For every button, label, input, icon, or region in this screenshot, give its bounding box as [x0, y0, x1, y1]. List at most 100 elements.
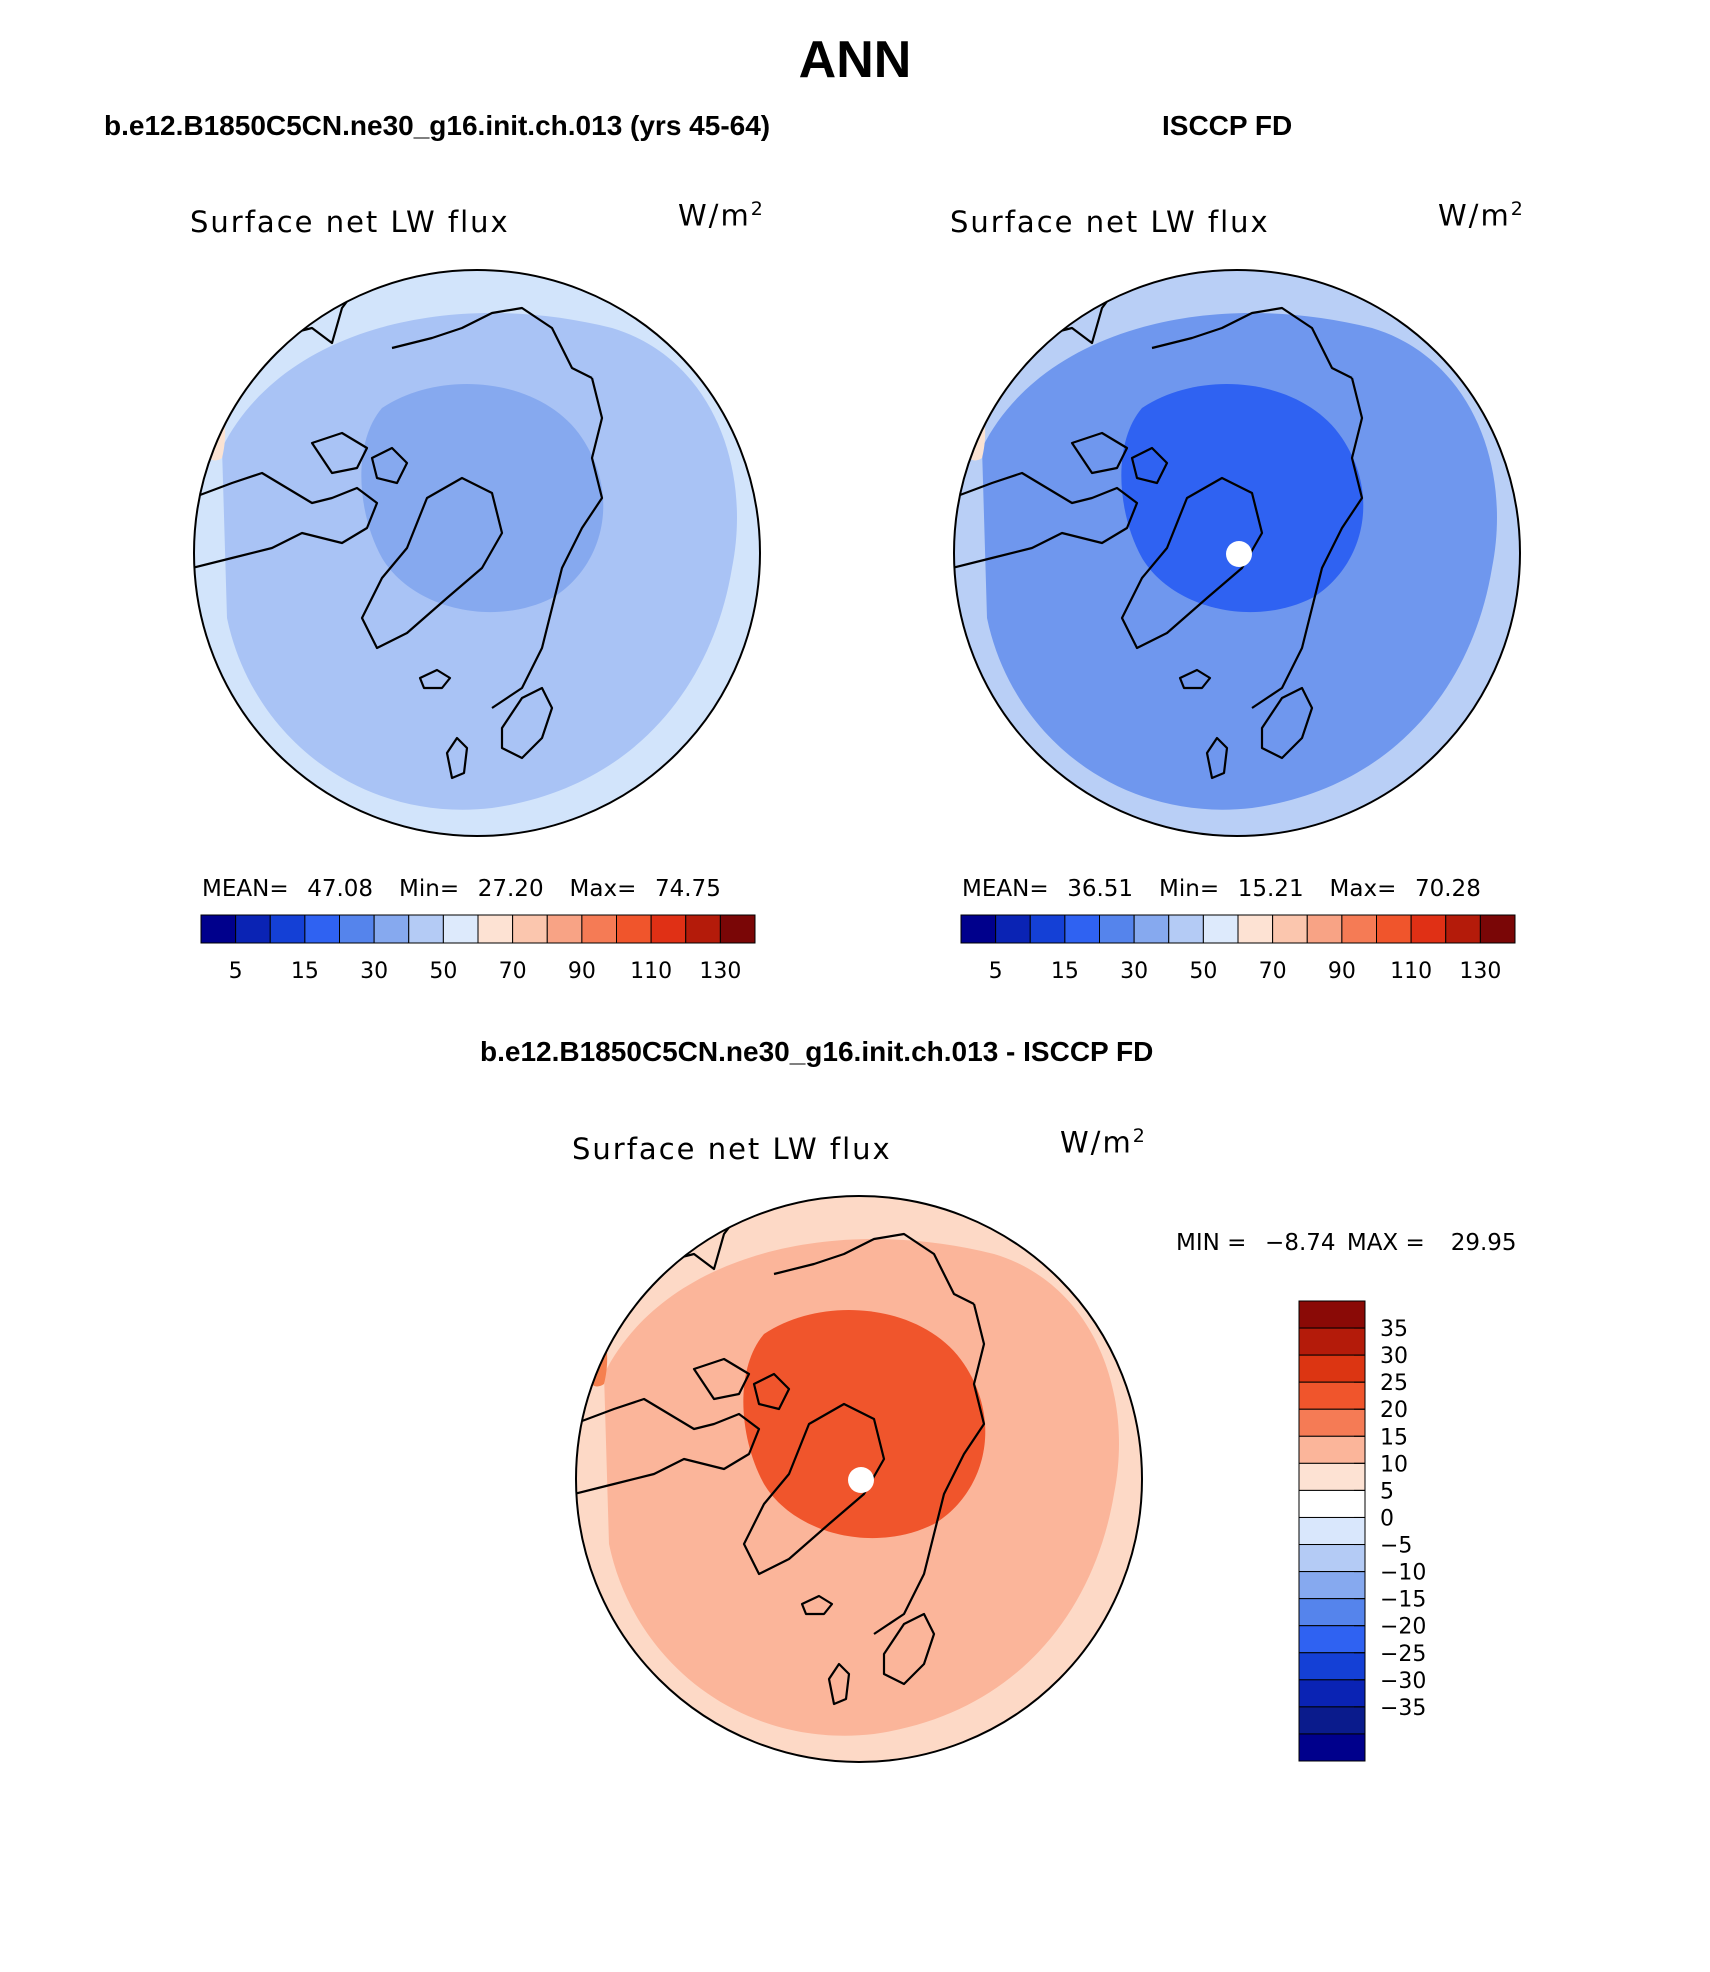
cb3-swatch — [1298, 1489, 1366, 1518]
cb3-tick-label: −5 — [1380, 1534, 1412, 1559]
cb1-swatch — [442, 914, 479, 944]
cb1-swatch — [650, 914, 687, 944]
panel-2-colorbar: 5 15 30 50 70 90 110 130 — [960, 914, 1516, 984]
cb3-tick-label: 15 — [1380, 1425, 1408, 1450]
cb2-swatch — [1376, 914, 1412, 944]
cb2-swatch — [1445, 914, 1481, 944]
cb2-tick-label: 90 — [1328, 959, 1356, 984]
cb1-swatch — [408, 914, 444, 944]
panel-1-stats: MEAN= 47.08 Min= 27.20 Max= 74.75 — [202, 876, 721, 902]
cb3-swatch — [1298, 1571, 1366, 1600]
cb3-swatch — [1298, 1544, 1366, 1573]
cb2-swatch — [1168, 914, 1204, 944]
cb1-swatch — [719, 914, 756, 944]
cb2-swatch — [1479, 914, 1516, 944]
panel-2-polar-map — [953, 269, 1521, 837]
cb3-tick-label: 0 — [1380, 1506, 1394, 1531]
cb3-tick-label: −10 — [1380, 1561, 1426, 1586]
map3-boundary — [575, 1195, 1143, 1763]
cb2-tick-label: 15 — [1051, 959, 1079, 984]
panel-3-stats: MIN = −8.74 MAX = 29.95 — [1176, 1230, 1517, 1256]
cb1-swatch — [235, 914, 271, 944]
cb3-swatch — [1298, 1679, 1366, 1708]
cb3-tick-label: 10 — [1380, 1452, 1408, 1477]
map2-missing-pole — [1226, 541, 1252, 567]
panel-2-stats: MEAN= 36.51 Min= 15.21 Max= 70.28 — [962, 876, 1481, 902]
cb2-tick-label: 130 — [1459, 959, 1501, 984]
cb3-tick-label: 20 — [1380, 1398, 1408, 1423]
cb2-swatch — [1029, 914, 1066, 944]
panel-1-units: W/m2 — [678, 198, 765, 233]
cb2-swatch — [1410, 914, 1447, 944]
cb3-tick-label: −20 — [1380, 1615, 1426, 1640]
cb1-swatch — [581, 914, 617, 944]
map2-boundary — [953, 269, 1521, 837]
cb2-swatch — [1202, 914, 1239, 944]
cb3-swatch — [1298, 1381, 1366, 1410]
cb3-tick-label: 5 — [1380, 1479, 1394, 1504]
cb1-tick-label: 50 — [429, 959, 457, 984]
cb3-swatch — [1298, 1462, 1366, 1491]
panel-2-units: W/m2 — [1438, 198, 1525, 233]
cb3-swatch — [1298, 1733, 1366, 1762]
cb1-tick-label: 70 — [499, 959, 527, 984]
cb3-swatch — [1298, 1327, 1366, 1356]
cb3-tick-label: −15 — [1380, 1588, 1426, 1613]
cb2-tick-label: 30 — [1120, 959, 1148, 984]
cb2-swatch — [995, 914, 1031, 944]
cb1-tick-label: 5 — [229, 959, 243, 984]
cb3-swatch — [1298, 1516, 1366, 1546]
cb2-tick-label: 50 — [1189, 959, 1217, 984]
map3-warm-patch — [579, 1312, 608, 1387]
map3-polar-shading — [743, 1310, 986, 1539]
cb2-swatch — [1272, 914, 1308, 944]
panel-3-case-title: b.e12.B1850C5CN.ne30_g16.init.ch.013 - I… — [480, 1036, 1154, 1067]
panel-3-polar-map — [575, 1195, 1143, 1763]
cb1-swatch — [546, 914, 583, 944]
cb1-tick-label: 90 — [568, 959, 596, 984]
cb2-swatch — [1133, 914, 1170, 944]
cb3-swatch — [1298, 1300, 1366, 1329]
cb3-swatch — [1298, 1652, 1366, 1681]
panel-2-case-title: ISCCP FD — [1162, 110, 1293, 141]
panel-2-field-label: Surface net LW flux — [950, 205, 1270, 239]
cb3-swatch — [1298, 1706, 1366, 1735]
cb1-tick-label: 30 — [360, 959, 388, 984]
cb3-tick-label: −30 — [1380, 1669, 1426, 1694]
map3-missing-pole — [848, 1467, 874, 1493]
cb3-tick-label: 25 — [1380, 1371, 1408, 1396]
cb1-swatch — [339, 914, 375, 944]
cb1-swatch — [200, 914, 237, 944]
cb1-tick-label: 130 — [699, 959, 741, 984]
map1-coastlines — [194, 287, 604, 780]
cb3-tick-label: 30 — [1380, 1344, 1408, 1369]
cb2-tick-label: 70 — [1259, 959, 1287, 984]
cb2-swatch — [1064, 914, 1100, 944]
cb1-swatch — [269, 914, 306, 944]
map1-warm-patch — [197, 386, 226, 461]
panel-1-case-title: b.e12.B1850C5CN.ne30_g16.init.ch.013 (yr… — [104, 110, 771, 141]
cb1-swatch — [685, 914, 721, 944]
cb3-tick-label: 35 — [1380, 1317, 1408, 1342]
cb2-tick-label: 5 — [989, 959, 1003, 984]
panel-3-field-label: Surface net LW flux — [572, 1132, 892, 1166]
cb1-swatch — [616, 914, 652, 944]
cb3-swatch — [1298, 1408, 1366, 1437]
cb3-swatch — [1298, 1435, 1366, 1464]
panel-1-colorbar: 5 15 30 50 70 90 110 130 — [200, 914, 756, 984]
cb1-tick-label: 110 — [630, 959, 672, 984]
cb1-swatch — [304, 914, 340, 944]
cb1-swatch — [373, 914, 410, 944]
cb3-swatch — [1298, 1598, 1366, 1627]
cb1-swatch — [512, 914, 548, 944]
cb2-swatch — [960, 914, 997, 944]
map1-boundary — [193, 269, 761, 837]
cb2-swatch — [1306, 914, 1343, 944]
panel-1-polar-map — [193, 269, 761, 837]
cb3-tick-label: −35 — [1380, 1696, 1426, 1721]
map1-polar-shading — [361, 384, 604, 613]
map2-coastlines — [954, 287, 1364, 780]
map2-polar-shading — [1121, 384, 1364, 613]
cb3-swatch — [1298, 1354, 1366, 1383]
